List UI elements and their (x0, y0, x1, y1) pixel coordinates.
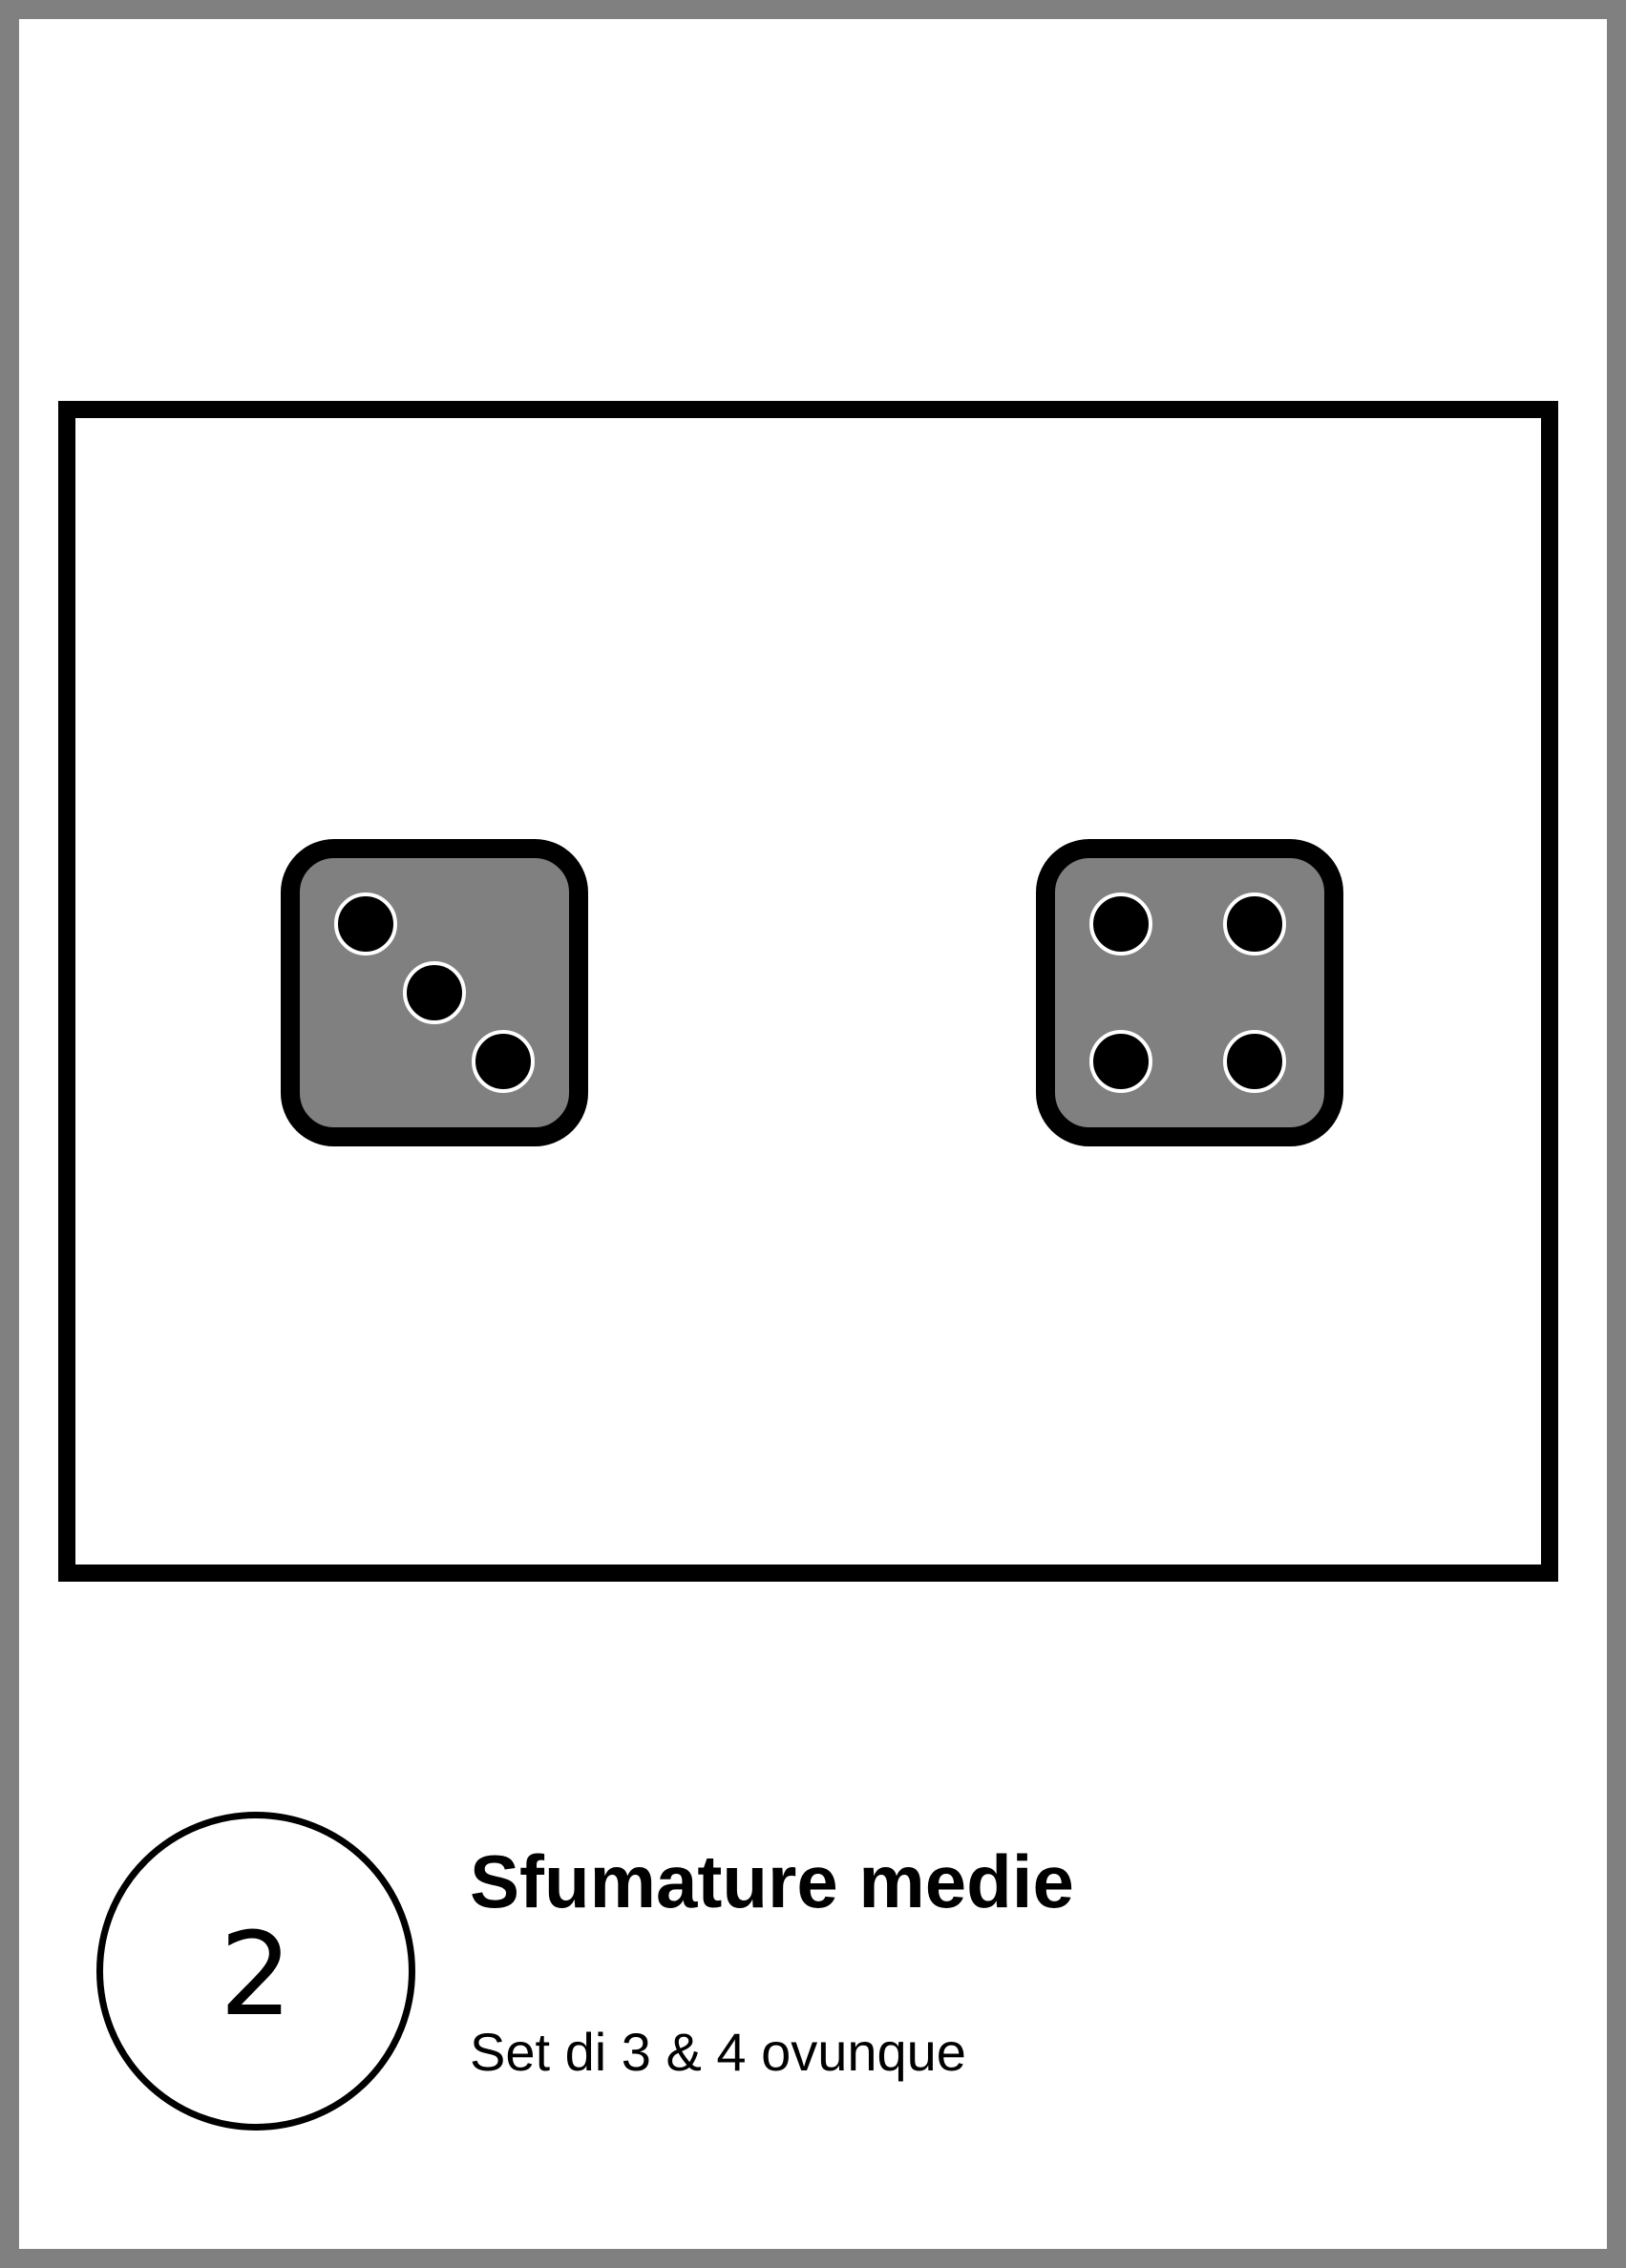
die-pip (334, 892, 397, 956)
die-pip (403, 961, 466, 1024)
dice-board (58, 401, 1558, 1582)
die-pip (1089, 892, 1152, 956)
score-badge: 2 (96, 1812, 415, 2131)
die-pip (1223, 892, 1286, 956)
die-pip (1089, 1030, 1152, 1093)
card-rule-text: Set di 3 & 4 ovunque (470, 2022, 966, 2082)
card-title: Sfumature medie (470, 1839, 1074, 1923)
score-value: 2 (219, 1909, 293, 2042)
die-pip (472, 1030, 535, 1093)
die-four (1036, 839, 1343, 1146)
game-card: 2 Sfumature medie Set di 3 & 4 ovunque (19, 19, 1607, 2249)
die-three (281, 839, 588, 1146)
die-pip (1223, 1030, 1286, 1093)
